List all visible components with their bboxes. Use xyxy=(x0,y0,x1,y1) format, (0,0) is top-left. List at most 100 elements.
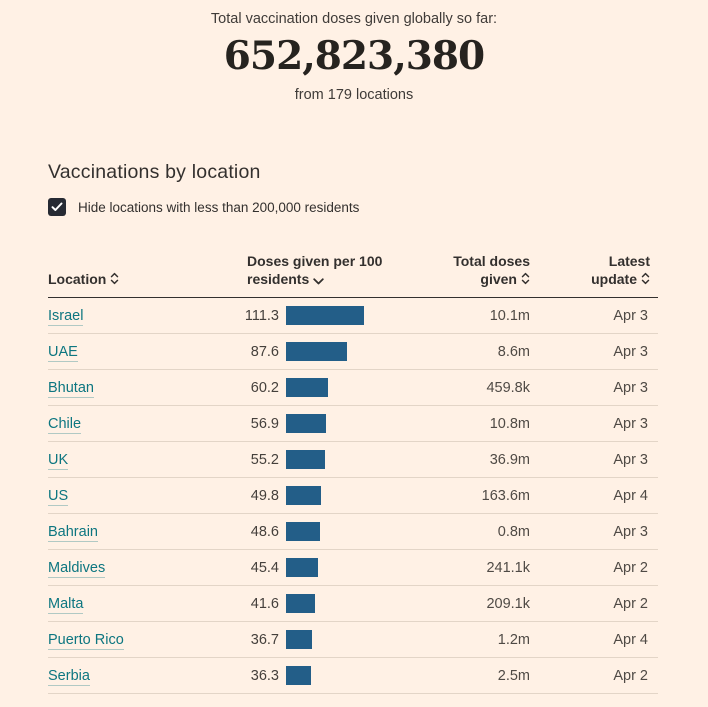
location-link[interactable]: UK xyxy=(48,451,69,470)
column-header-total-line2: given xyxy=(480,271,517,287)
location-cell: Serbia xyxy=(48,667,208,686)
total-doses-value: 241.1k xyxy=(486,559,530,576)
doses-bar-track xyxy=(279,342,430,361)
latest-update-value: Apr 4 xyxy=(613,487,648,504)
location-cell: Bahrain xyxy=(48,523,208,542)
location-link[interactable]: Maldives xyxy=(48,559,106,578)
table-row: Puerto Rico 36.7 1.2m Apr 4 xyxy=(48,622,658,658)
latest-update-value: Apr 3 xyxy=(613,415,648,432)
doses-bar xyxy=(286,558,318,577)
doses-bar xyxy=(286,630,312,649)
table-row: Malta 41.6 209.1k Apr 2 xyxy=(48,586,658,622)
location-cell: Malta xyxy=(48,595,208,614)
latest-update-value: Apr 3 xyxy=(613,451,648,468)
doses-bar-track xyxy=(279,594,430,613)
total-doses-value: 163.6m xyxy=(481,487,530,504)
checkbox-checked-icon[interactable] xyxy=(48,198,66,216)
doses-bar-track xyxy=(279,522,430,541)
doses-bar-track xyxy=(279,630,430,649)
latest-update-value: Apr 3 xyxy=(613,343,648,360)
table-body: Israel 111.3 10.1m Apr 3 UAE 87.6 8.6m A… xyxy=(48,298,658,694)
location-link[interactable]: Bhutan xyxy=(48,379,94,398)
table-row: US 49.8 163.6m Apr 4 xyxy=(48,478,658,514)
location-cell: Puerto Rico xyxy=(48,631,208,650)
doses-bar-track xyxy=(279,306,430,325)
location-link[interactable]: Puerto Rico xyxy=(48,631,124,650)
location-cell: UAE xyxy=(48,343,208,362)
section-title: Vaccinations by location xyxy=(48,161,261,183)
doses-bar xyxy=(286,486,321,505)
column-header-update-line1: Latest xyxy=(608,253,650,269)
sort-icon xyxy=(111,272,119,285)
vaccinations-table: Location Doses given per 100 residents T… xyxy=(48,252,658,694)
hide-small-locations-filter[interactable]: Hide locations with less than 200,000 re… xyxy=(48,198,658,216)
location-link[interactable]: Chile xyxy=(48,415,82,434)
doses-bar xyxy=(286,522,320,541)
total-doses-value: 10.8m xyxy=(489,415,530,432)
doses-bar xyxy=(286,414,326,433)
table-row: UAE 87.6 8.6m Apr 3 xyxy=(48,334,658,370)
total-doses-value: 0.8m xyxy=(497,523,530,540)
location-cell: Chile xyxy=(48,415,208,434)
doses-per-100-value: 56.9 xyxy=(250,415,279,432)
total-doses-value: 10.1m xyxy=(489,307,530,324)
total-doses-value: 1.2m xyxy=(497,631,530,648)
doses-per-100-value: 48.6 xyxy=(250,523,279,540)
column-header-doses-per-100[interactable]: Doses given per 100 residents xyxy=(208,252,430,288)
table-header-row: Location Doses given per 100 residents T… xyxy=(48,252,658,298)
doses-per-100-value: 55.2 xyxy=(250,451,279,468)
doses-bar xyxy=(286,450,325,469)
location-link[interactable]: US xyxy=(48,487,69,506)
sort-icon xyxy=(641,272,650,285)
sort-icon xyxy=(521,272,530,285)
table-row: Chile 56.9 10.8m Apr 3 xyxy=(48,406,658,442)
doses-bar-track xyxy=(279,414,430,433)
doses-bar-track xyxy=(279,666,430,685)
doses-per-100-value: 111.3 xyxy=(244,307,279,324)
hero-locations-note: from 179 locations xyxy=(294,87,414,103)
column-header-total-doses[interactable]: Total doses given xyxy=(430,252,530,288)
column-header-location-label: Location xyxy=(48,271,107,287)
location-cell: Bhutan xyxy=(48,379,208,398)
column-header-latest-update[interactable]: Latest update xyxy=(530,252,658,288)
location-link[interactable]: Serbia xyxy=(48,667,90,686)
vaccinations-section: Vaccinations by location Hide locations … xyxy=(48,161,658,694)
doses-bar xyxy=(286,342,347,361)
column-header-doses-line1: Doses given per 100 xyxy=(247,253,383,269)
table-row: Maldives 45.4 241.1k Apr 2 xyxy=(48,550,658,586)
doses-bar xyxy=(286,594,315,613)
location-link[interactable]: Israel xyxy=(48,307,84,326)
latest-update-value: Apr 2 xyxy=(613,595,648,612)
latest-update-value: Apr 3 xyxy=(613,523,648,540)
global-total-header: Total vaccination doses given globally s… xyxy=(0,0,708,105)
total-doses-value: 8.6m xyxy=(497,343,530,360)
hero-subtitle: Total vaccination doses given globally s… xyxy=(210,11,498,27)
column-header-total-line1: Total doses xyxy=(453,253,530,269)
location-cell: UK xyxy=(48,451,208,470)
location-cell: US xyxy=(48,487,208,506)
table-row: Serbia 36.3 2.5m Apr 2 xyxy=(48,658,658,694)
doses-per-100-value: 49.8 xyxy=(250,487,279,504)
location-link[interactable]: UAE xyxy=(48,343,78,362)
doses-bar-track xyxy=(279,450,430,469)
doses-per-100-value: 87.6 xyxy=(250,343,279,360)
sort-desc-icon xyxy=(313,278,324,285)
location-link[interactable]: Malta xyxy=(48,595,84,614)
doses-per-100-value: 45.4 xyxy=(250,559,279,576)
filter-label: Hide locations with less than 200,000 re… xyxy=(78,199,360,215)
total-doses-value: 2.5m xyxy=(497,667,530,684)
location-cell: Israel xyxy=(48,307,208,326)
total-doses-value: 36.9m xyxy=(489,451,530,468)
column-header-location[interactable]: Location xyxy=(48,270,208,288)
doses-bar xyxy=(286,378,328,397)
column-header-doses-line2: residents xyxy=(247,271,310,287)
doses-bar-track xyxy=(279,558,430,577)
table-row: Bhutan 60.2 459.8k Apr 3 xyxy=(48,370,658,406)
doses-bar-track xyxy=(279,378,430,397)
latest-update-value: Apr 3 xyxy=(613,379,648,396)
table-row: Bahrain 48.6 0.8m Apr 3 xyxy=(48,514,658,550)
doses-per-100-value: 36.3 xyxy=(250,667,279,684)
doses-bar xyxy=(286,666,311,685)
doses-bar-track xyxy=(279,486,430,505)
location-link[interactable]: Bahrain xyxy=(48,523,98,542)
